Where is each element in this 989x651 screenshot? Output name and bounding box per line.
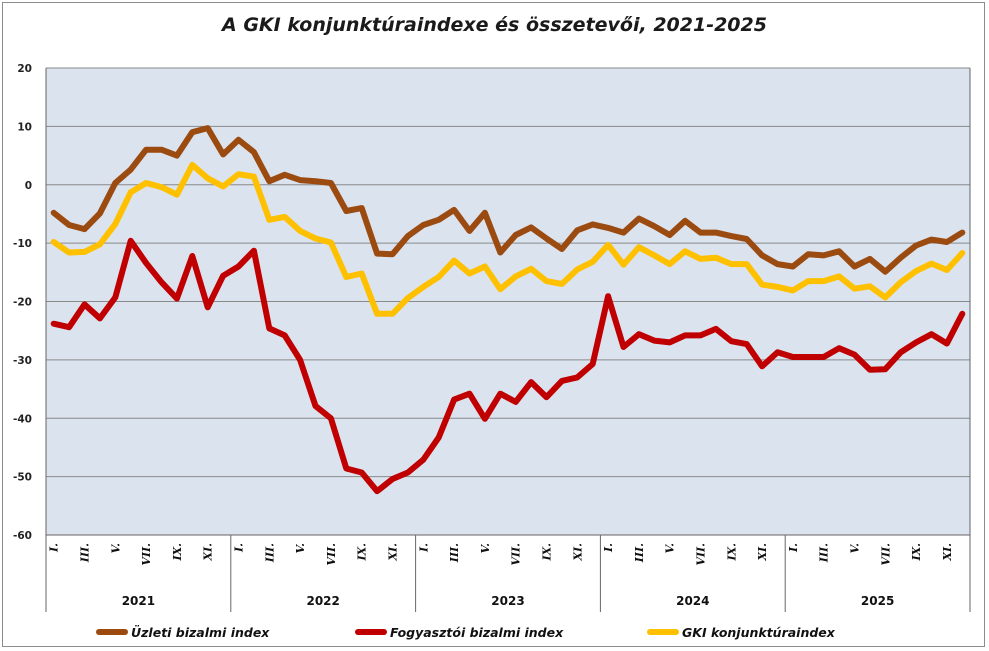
month-tick-label: XI. xyxy=(756,543,769,562)
month-tick-label: V. xyxy=(849,543,862,554)
year-label: 2022 xyxy=(306,594,339,608)
month-tick-label: XI. xyxy=(202,543,215,562)
year-label: 2024 xyxy=(676,594,709,608)
month-tick-label: IX. xyxy=(171,543,184,562)
year-label: 2021 xyxy=(122,594,155,608)
month-tick-label: V. xyxy=(109,543,122,554)
month-tick-label: IX. xyxy=(910,543,923,562)
month-tick-label: IX. xyxy=(725,543,738,562)
month-tick-label: XI. xyxy=(571,543,584,562)
month-tick-label: VII. xyxy=(325,543,338,566)
month-tick-label: III. xyxy=(263,543,276,563)
month-tick-label: IX. xyxy=(356,543,369,562)
month-tick-label: VII. xyxy=(879,543,892,566)
legend-label-2: Fogyasztói bizalmi index xyxy=(390,625,564,640)
month-tick-label: V. xyxy=(479,543,492,554)
month-tick-label: IX. xyxy=(541,543,554,562)
month-tick-label: VII. xyxy=(695,543,708,566)
month-tick-label: I. xyxy=(787,543,800,553)
chart-title: A GKI konjunktúraindexe és összetevői, 2… xyxy=(222,14,767,36)
y-tick-label: -40 xyxy=(13,413,32,425)
month-tick-label: III. xyxy=(79,543,92,563)
month-tick-label: XI. xyxy=(387,543,400,562)
series-lines xyxy=(50,125,966,495)
month-tick-label: III. xyxy=(633,543,646,563)
month-tick-label: III. xyxy=(818,543,831,563)
y-tick-label: -30 xyxy=(13,355,32,367)
month-tick-label: I. xyxy=(233,543,246,553)
axes: 20 10 0 -10 -20 -30 -40 -50 -60 2021 I. III. V. VII. I… xyxy=(13,63,971,612)
month-tick-label: V. xyxy=(294,543,307,554)
y-tick-label: 10 xyxy=(17,121,32,133)
year-label: 2025 xyxy=(861,594,894,608)
legend: Üzleti bizalmi index Fogyasztói bizalmi i… xyxy=(96,625,836,640)
y-tick-label: -20 xyxy=(13,297,32,309)
y-tick-label: -10 xyxy=(13,238,32,250)
month-tick-label: I. xyxy=(48,543,61,553)
month-tick-label: VII. xyxy=(510,543,523,566)
month-tick-label: I. xyxy=(602,543,615,553)
y-tick-label: 0 xyxy=(25,180,32,192)
y-tick-label: -50 xyxy=(13,472,32,484)
y-tick-label: -60 xyxy=(13,530,32,542)
year-label: 2023 xyxy=(491,594,524,608)
month-tick-label: XI. xyxy=(941,543,954,562)
series-line-3 xyxy=(50,161,966,317)
legend-label-1: Üzleti bizalmi index xyxy=(131,625,270,640)
month-tick-label: I. xyxy=(417,543,430,553)
series-line-2 xyxy=(50,237,966,495)
month-tick-label: V. xyxy=(664,543,677,554)
month-tick-label: III. xyxy=(448,543,461,563)
y-tick-label: 20 xyxy=(17,63,32,75)
month-tick-label: VII. xyxy=(140,543,153,566)
series-line-1 xyxy=(50,125,966,275)
legend-label-3: GKI konjunktúraindex xyxy=(682,625,836,640)
